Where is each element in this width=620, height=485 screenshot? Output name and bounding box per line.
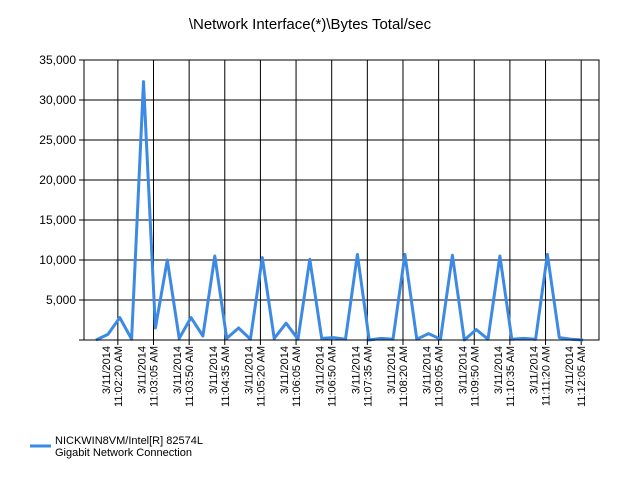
legend-label-line1: NICKWIN8VM/Intel[R] 82574L	[55, 435, 203, 447]
x-tick-date: 3/11/2014	[564, 346, 576, 394]
x-tick-label: 3/11/201411:12:05 AM	[564, 346, 588, 407]
x-tick-time: 11:10:35 AM	[505, 346, 517, 407]
series-layer	[95, 80, 584, 342]
x-tick-date: 3/11/2014	[315, 346, 327, 394]
x-tick-time: 11:07:35 AM	[362, 346, 374, 407]
x-tick-date: 3/11/2014	[136, 346, 148, 394]
x-tick-time: 11:06:05 AM	[291, 346, 303, 407]
x-tick-date: 3/11/2014	[386, 346, 398, 394]
x-tick-label: 3/11/201411:02:20 AM	[101, 346, 125, 407]
x-tick-label: 3/11/201411:09:05 AM	[422, 346, 446, 407]
x-tick-date: 3/11/2014	[243, 346, 255, 394]
legend-label-line2: Gigabit Network Connection	[55, 447, 192, 459]
legend: NICKWIN8VM/Intel[R] 82574L Gigabit Netwo…	[30, 435, 203, 459]
x-tick-time: 11:05:20 AM	[255, 346, 267, 407]
y-axis-ticks: 35,000 30,000 25,000 20,000 15,000 10,000 5,00…	[39, 53, 84, 341]
x-tick-date: 3/11/2014	[279, 346, 291, 394]
y-tick-label: 25,000	[39, 133, 76, 147]
x-tick-label: 3/11/201411:04:35 AM	[208, 346, 232, 407]
x-tick-date: 3/11/2014	[422, 346, 434, 394]
x-tick-date: 3/11/2014	[101, 346, 113, 394]
y-tick-label: 30,000	[39, 93, 76, 107]
x-tick-label: 3/11/201411:07:35 AM	[350, 346, 374, 407]
x-tick-time: 11:03:05 AM	[148, 346, 160, 407]
x-tick-label: 3/11/201411:06:05 AM	[279, 346, 303, 407]
y-tick-label: 10,000	[39, 253, 76, 267]
y-tick-label: 5,000	[46, 293, 76, 307]
x-tick-time: 11:04:35 AM	[220, 346, 232, 407]
x-tick-date: 3/11/2014	[529, 346, 541, 394]
x-tick-time: 11:06:50 AM	[327, 346, 339, 407]
x-tick-label: 3/11/201411:09:50 AM	[457, 346, 481, 407]
x-tick-date: 3/11/2014	[493, 346, 505, 394]
x-tick-label: 3/11/201411:03:50 AM	[172, 346, 196, 407]
x-axis-ticks: 3/11/201411:02:20 AM 3/11/201411:03:05 AM…	[101, 340, 588, 407]
x-tick-time: 11:02:20 AM	[113, 346, 125, 407]
series-line	[95, 80, 584, 342]
x-tick-time: 11:03:50 AM	[184, 346, 196, 407]
y-tick-label: 20,000	[39, 173, 76, 187]
chart-title: \Network Interface(*)\Bytes Total/sec	[189, 16, 432, 33]
y-tick-label: 15,000	[39, 213, 76, 227]
grid-layer	[84, 59, 599, 340]
x-tick-time: 11:11:20 AM	[541, 346, 553, 406]
x-tick-label: 3/11/201411:11:20 AM	[529, 346, 553, 406]
x-tick-date: 3/11/2014	[208, 346, 220, 394]
x-tick-date: 3/11/2014	[457, 346, 469, 394]
y-tick-label: 35,000	[39, 53, 76, 67]
x-tick-label: 3/11/201411:10:35 AM	[493, 346, 517, 407]
x-tick-date: 3/11/2014	[172, 346, 184, 394]
x-tick-label: 3/11/201411:03:05 AM	[136, 346, 160, 407]
x-tick-date: 3/11/2014	[350, 346, 362, 394]
x-tick-time: 11:09:05 AM	[434, 346, 446, 407]
x-tick-label: 3/11/201411:05:20 AM	[243, 346, 267, 407]
x-tick-time: 11:12:05 AM	[576, 346, 588, 407]
plot-border	[83, 59, 600, 341]
x-tick-time: 11:08:20 AM	[398, 346, 410, 407]
x-tick-label: 3/11/201411:06:50 AM	[315, 346, 339, 407]
x-tick-label: 3/11/201411:08:20 AM	[386, 346, 410, 407]
x-tick-time: 11:09:50 AM	[469, 346, 481, 407]
